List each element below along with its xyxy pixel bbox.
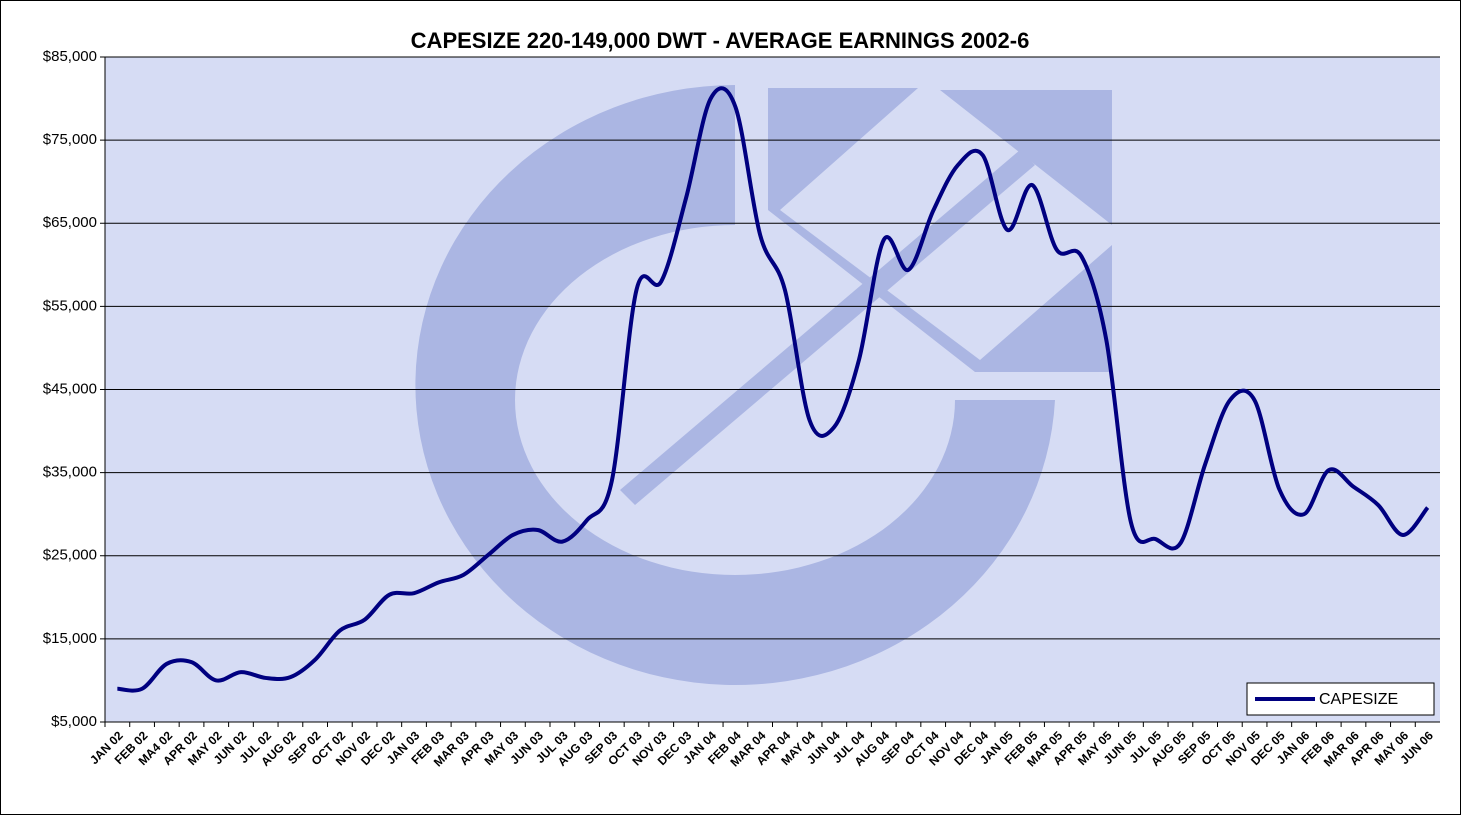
- y-tick-label: $5,000: [51, 713, 97, 730]
- legend-label: CAPESIZE: [1319, 691, 1398, 708]
- y-tick-label: $75,000: [43, 131, 97, 148]
- y-tick-label: $15,000: [43, 630, 97, 647]
- y-tick-label: $45,000: [43, 380, 97, 397]
- y-tick-label: $25,000: [43, 547, 97, 564]
- chart-title: CAPESIZE 220-149,000 DWT - AVERAGE EARNI…: [411, 28, 1030, 53]
- data-line: [117, 86, 1430, 693]
- y-tick-label: $85,000: [43, 48, 97, 65]
- y-tick-label: $55,000: [43, 297, 97, 314]
- y-tick-label: $35,000: [43, 464, 97, 481]
- y-tick-label: $65,000: [43, 214, 97, 231]
